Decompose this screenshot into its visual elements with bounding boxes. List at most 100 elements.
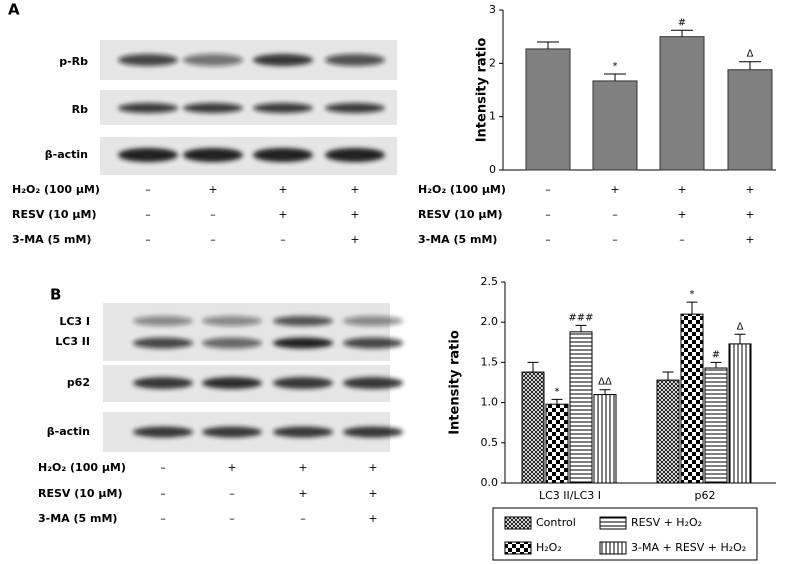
treatment-mark: –	[300, 512, 306, 525]
blot-band	[118, 148, 178, 162]
error-bar	[575, 324, 587, 332]
treatment-mark: –	[229, 487, 235, 500]
blot-band	[202, 337, 262, 349]
significance-mark: ###	[568, 312, 593, 323]
treatment-mark: –	[229, 512, 235, 525]
treatment-mark: –	[280, 233, 286, 246]
bar	[680, 313, 704, 484]
blot-band	[343, 377, 403, 389]
blot-label: LC3 II	[55, 335, 90, 348]
blot-band	[133, 316, 193, 326]
blot-band	[253, 148, 313, 162]
treatment-mark: +	[350, 208, 359, 221]
y-tick-label: 1	[489, 110, 496, 123]
bar	[569, 331, 593, 484]
blot-band	[202, 316, 262, 326]
treatment-mark: –	[545, 183, 551, 196]
treatment-label: 3-MA (5 mM)	[12, 233, 91, 246]
significance-mark: #	[678, 17, 686, 28]
treatment-mark: +	[745, 183, 754, 196]
blot-band	[118, 54, 178, 66]
significance-mark: *	[613, 61, 618, 72]
blot-band	[202, 426, 262, 438]
blot-band	[325, 54, 385, 66]
blot-band	[273, 316, 333, 326]
treatment-mark: –	[160, 461, 166, 474]
blot-band	[343, 337, 403, 349]
treatment-mark: –	[160, 487, 166, 500]
treatment-mark: +	[677, 183, 686, 196]
bar	[704, 367, 728, 484]
panel-label: B	[50, 286, 61, 304]
legend-swatch	[599, 516, 627, 530]
treatment-mark: +	[278, 183, 287, 196]
error-bar	[551, 398, 563, 405]
legend-label: H₂O₂	[536, 541, 562, 554]
treatment-mark: –	[145, 233, 151, 246]
legend-label: RESV + H₂O₂	[631, 516, 702, 529]
significance-mark: ΔΔ	[598, 377, 612, 388]
legend-swatch	[504, 541, 532, 555]
bar	[659, 36, 705, 171]
significance-mark: *	[555, 386, 560, 397]
error-bar	[662, 371, 674, 381]
y-tick-label: 3	[489, 3, 496, 16]
treatment-mark: –	[612, 208, 618, 221]
blot-label: β-actin	[45, 148, 88, 161]
treatment-mark: +	[745, 233, 754, 246]
treatment-mark: +	[368, 487, 377, 500]
legend-swatch	[504, 516, 532, 530]
treatment-label: H₂O₂ (100 μM)	[418, 183, 506, 196]
treatment-label: RESV (10 μM)	[38, 487, 122, 500]
y-tick-label: 0.0	[481, 476, 499, 489]
blot-label: Rb	[72, 103, 88, 116]
error-bar	[686, 301, 698, 315]
blot-label: p-Rb	[59, 55, 88, 68]
treatment-mark: +	[298, 487, 307, 500]
y-tick-label: 2.0	[481, 315, 499, 328]
treatment-mark: –	[145, 183, 151, 196]
treatment-mark: –	[210, 208, 216, 221]
significance-mark: Δ	[737, 321, 744, 332]
treatment-mark: –	[210, 233, 216, 246]
y-tick-label: 2	[489, 56, 496, 69]
y-tick-label: 0	[489, 163, 496, 176]
error-bar	[739, 61, 761, 70]
blot-band	[343, 316, 403, 326]
treatment-label: H₂O₂ (100 μM)	[12, 183, 100, 196]
treatment-mark: –	[545, 233, 551, 246]
x-tick-label: p62	[695, 489, 716, 502]
y-axis-label: Intensity ratio	[475, 38, 490, 143]
blot-band	[183, 103, 243, 113]
treatment-mark: +	[227, 461, 236, 474]
treatment-label: RESV (10 μM)	[12, 208, 96, 221]
blot-band	[183, 54, 243, 66]
y-tick-label: 2.5	[481, 275, 499, 288]
bar	[525, 48, 571, 171]
treatment-mark: +	[677, 208, 686, 221]
bar	[593, 394, 617, 484]
bar	[727, 69, 773, 171]
blot-band	[118, 103, 178, 113]
y-tick-label: 0.5	[481, 436, 499, 449]
blot-band	[202, 377, 262, 389]
bar	[656, 379, 680, 484]
treatment-label: 3-MA (5 mM)	[38, 512, 117, 525]
treatment-label: RESV (10 μM)	[418, 208, 502, 221]
panel-label: A	[8, 1, 20, 19]
bar	[545, 403, 569, 484]
significance-mark: #	[712, 349, 720, 360]
treatment-mark: +	[208, 183, 217, 196]
significance-mark: *	[690, 289, 695, 300]
blot-band	[133, 426, 193, 438]
bar	[521, 371, 545, 484]
blot-band	[133, 377, 193, 389]
blot-band	[133, 337, 193, 349]
treatment-mark: +	[745, 208, 754, 221]
legend-label: Control	[536, 516, 576, 529]
y-tick-label: 1.5	[481, 355, 499, 368]
bar	[728, 343, 752, 484]
blot-band	[273, 426, 333, 438]
treatment-mark: +	[610, 183, 619, 196]
